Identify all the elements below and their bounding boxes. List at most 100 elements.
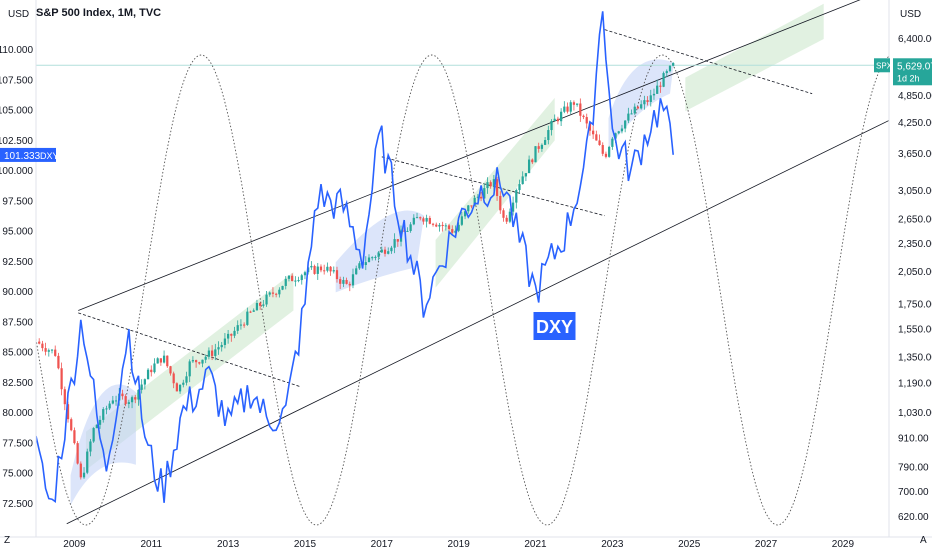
spx-candle [380,246,383,253]
spx-candle-body [489,182,492,187]
spx-candle [592,125,595,139]
spx-candle [672,62,675,67]
spx-candle [278,287,281,298]
spx-candle [265,290,268,307]
spx-candle [390,245,393,254]
spx-candle-body [130,397,134,403]
spx-candle [537,142,540,153]
spx-candle-body [204,356,207,360]
spx-candle [598,134,601,146]
spx-candle [137,389,140,406]
spx-candle-body [377,252,380,257]
spx-candle [262,299,265,308]
right-axis-unit: USD [900,9,921,20]
channel-upper-line [78,0,861,311]
spx-candle-body [262,304,265,306]
spx-candle-body [319,266,323,271]
spx-candle-body [598,140,601,146]
spx-candle-body [367,257,371,263]
spx-candle-body [54,349,57,356]
spx-candle [95,424,98,429]
spx-candle [415,212,419,219]
spx-candle-body [556,118,560,122]
spx-candle-body [316,266,319,274]
spx-candle-body [364,262,367,266]
spx-candle-body [537,146,540,149]
spx-candle-body [297,280,300,282]
spx-candle [556,116,560,125]
spx-candle [527,155,531,174]
spx-candle-body [608,146,611,157]
spx-candle [63,386,66,411]
blue-zone [70,384,136,506]
spx-candle-body [178,384,182,392]
spx-candle [60,362,63,396]
spx-candle [454,225,457,234]
spx-candle [511,196,515,216]
spx-candle-body [95,424,98,429]
spx-countdown: 1d 2h [897,73,920,83]
spx-candle-body [611,138,614,147]
spx-candle [355,265,358,275]
spx-candle-body [396,239,399,242]
spx-candle-body [393,239,396,248]
spx-candle-body [175,383,179,392]
spx-candle-body [278,289,281,295]
spx-candle-body [217,347,220,350]
spx-candle-body [182,382,185,385]
spx-candle [371,256,374,261]
spx-candle [569,100,572,115]
spx-candle-body [294,280,297,282]
x-axis-tick-label: 2023 [601,539,624,550]
spx-candle-body [210,350,214,356]
spx-candle-body [387,251,390,254]
spx-candle-body [172,373,175,384]
spx-candle-body [643,100,646,105]
spx-candle [652,88,656,100]
spx-candle-body [403,230,406,232]
spx-candle [572,100,576,111]
spx-candle [332,266,335,274]
spx-candle [425,214,428,228]
spx-candle-body [518,184,521,191]
spx-candle-body [508,211,512,222]
spx-candle [210,345,214,361]
spx-candle-body [252,310,255,312]
spx-candle-body [92,428,95,442]
spx-candle-body [169,366,172,374]
spx-candle-body [86,451,89,473]
right-axis-tick-label: 1,550.00 [898,324,932,335]
spx-candle [44,342,47,356]
spx-candle-body [185,376,188,383]
corner-right-label[interactable]: A [920,535,927,546]
spx-candle-body [70,419,73,431]
spx-candle [422,216,425,225]
spx-candle [178,384,182,394]
spx-candle [111,395,114,405]
spx-candle [646,96,649,106]
spx-candle [358,261,361,270]
spx-candle [339,276,342,289]
spx-candle-body [371,257,374,259]
spx-candle [201,359,204,368]
spx-candle-body [524,173,528,177]
spx-candle-body [566,106,569,112]
spx-candle-body [342,280,345,284]
spx-candle [313,264,316,275]
spx-candle-body [339,279,342,284]
spx-candle [194,359,198,368]
spx-candle-body [630,113,633,115]
right-axis-tick-label: 1,030.00 [898,408,932,419]
spx-candle-body [441,224,444,227]
spx-candle-body [601,145,604,154]
spx-candle [547,125,550,145]
spx-candle-body [563,106,566,112]
corner-left-label[interactable]: Z [4,535,10,546]
spx-candle-body [659,85,662,87]
spx-candle [377,251,380,261]
spx-candle-body [345,280,348,284]
spx-candle-body [495,179,499,196]
